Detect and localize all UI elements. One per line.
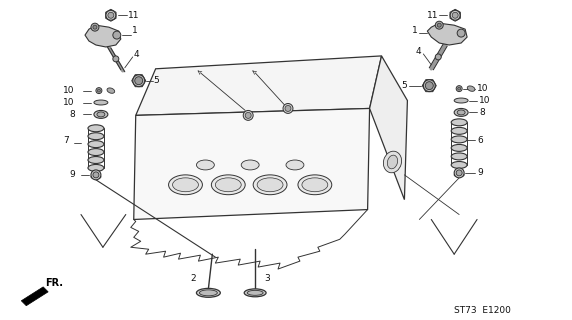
Ellipse shape [244, 289, 266, 297]
Circle shape [243, 110, 253, 120]
Ellipse shape [451, 136, 467, 143]
Ellipse shape [88, 141, 104, 148]
Ellipse shape [196, 288, 220, 297]
Ellipse shape [88, 133, 104, 140]
Circle shape [450, 10, 460, 20]
Ellipse shape [387, 155, 398, 169]
Polygon shape [136, 56, 382, 116]
Ellipse shape [196, 160, 214, 170]
Circle shape [456, 86, 462, 92]
Text: 3: 3 [264, 275, 270, 284]
Ellipse shape [451, 144, 467, 151]
Circle shape [423, 80, 435, 92]
Circle shape [458, 87, 460, 90]
Text: 5: 5 [402, 81, 407, 90]
Circle shape [437, 23, 441, 27]
Polygon shape [134, 108, 370, 220]
Circle shape [435, 54, 441, 60]
Ellipse shape [302, 178, 328, 192]
Ellipse shape [91, 175, 101, 179]
Circle shape [285, 106, 291, 111]
Ellipse shape [457, 110, 465, 115]
Circle shape [435, 21, 443, 29]
Ellipse shape [88, 125, 104, 132]
Ellipse shape [169, 175, 202, 195]
Circle shape [452, 12, 458, 18]
Ellipse shape [454, 173, 464, 177]
Text: 9: 9 [69, 170, 75, 180]
Ellipse shape [200, 290, 217, 296]
Text: 10: 10 [63, 98, 74, 107]
Text: 10: 10 [477, 84, 488, 93]
Ellipse shape [298, 175, 332, 195]
Polygon shape [370, 56, 407, 200]
Circle shape [93, 25, 97, 29]
Circle shape [113, 31, 121, 39]
Ellipse shape [253, 175, 287, 195]
Ellipse shape [451, 162, 467, 168]
Ellipse shape [88, 164, 104, 172]
Polygon shape [106, 9, 116, 21]
Text: 9: 9 [477, 168, 483, 177]
Text: 8: 8 [69, 110, 75, 119]
Text: 4: 4 [134, 51, 140, 60]
Ellipse shape [88, 148, 104, 156]
Ellipse shape [94, 100, 108, 105]
Text: 10: 10 [63, 86, 74, 95]
Ellipse shape [107, 88, 115, 93]
Text: FR.: FR. [45, 278, 63, 288]
Polygon shape [450, 9, 460, 21]
Text: ST73  E1200: ST73 E1200 [454, 306, 511, 315]
Circle shape [133, 75, 145, 87]
Ellipse shape [88, 156, 104, 164]
Ellipse shape [257, 178, 283, 192]
Ellipse shape [467, 86, 475, 91]
Circle shape [108, 12, 114, 18]
Text: 4: 4 [416, 47, 422, 56]
Ellipse shape [383, 151, 402, 173]
Circle shape [283, 103, 293, 113]
Text: 5: 5 [154, 76, 160, 85]
Polygon shape [422, 80, 436, 92]
Text: 8: 8 [479, 108, 485, 117]
Ellipse shape [94, 110, 108, 118]
Text: 7: 7 [63, 136, 69, 145]
Polygon shape [132, 75, 146, 87]
Circle shape [93, 172, 99, 178]
Ellipse shape [454, 98, 468, 103]
Ellipse shape [286, 160, 304, 170]
Circle shape [457, 29, 465, 37]
Polygon shape [427, 23, 467, 45]
Circle shape [96, 88, 102, 93]
Ellipse shape [241, 160, 259, 170]
Ellipse shape [97, 112, 105, 117]
Circle shape [91, 23, 99, 31]
Circle shape [454, 168, 464, 178]
Ellipse shape [212, 175, 245, 195]
Circle shape [113, 56, 119, 62]
Polygon shape [21, 287, 48, 306]
Ellipse shape [451, 119, 467, 126]
Circle shape [456, 170, 462, 176]
Ellipse shape [451, 153, 467, 160]
Circle shape [245, 112, 251, 118]
Circle shape [106, 10, 116, 20]
Ellipse shape [173, 178, 198, 192]
Circle shape [97, 89, 101, 92]
Text: 10: 10 [479, 96, 491, 105]
Text: 1: 1 [132, 26, 137, 35]
Ellipse shape [215, 178, 241, 192]
Ellipse shape [451, 127, 467, 134]
Text: 1: 1 [412, 26, 418, 35]
Polygon shape [85, 25, 121, 47]
Text: 11: 11 [427, 11, 438, 20]
Circle shape [91, 170, 101, 180]
Circle shape [426, 82, 433, 90]
Circle shape [135, 77, 142, 85]
Text: 6: 6 [477, 136, 483, 145]
Text: 2: 2 [191, 275, 196, 284]
Ellipse shape [454, 108, 468, 116]
Text: 11: 11 [128, 11, 139, 20]
Ellipse shape [247, 290, 263, 295]
